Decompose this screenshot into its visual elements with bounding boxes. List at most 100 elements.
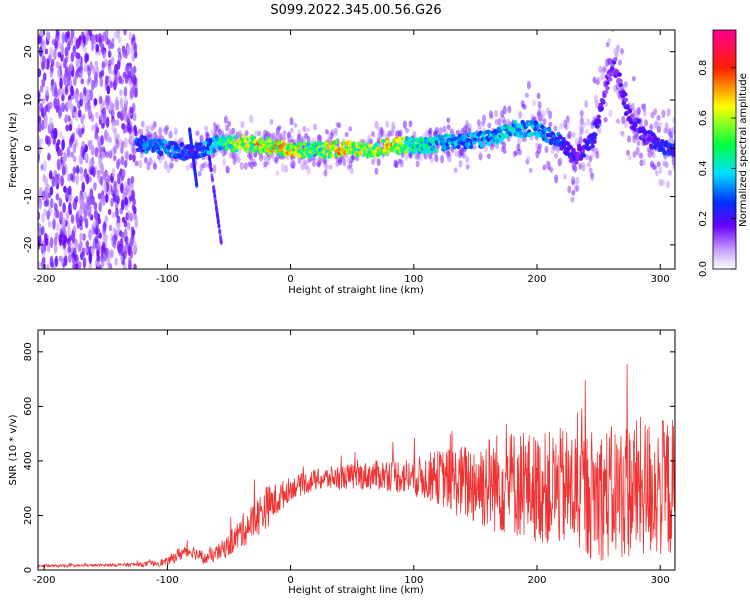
spectrogram-cell-764 (49, 70, 54, 78)
spectrogram-cell-2419 (381, 138, 386, 144)
spectrogram-cell-797 (101, 43, 105, 56)
spectrogram-cell-1311 (185, 164, 190, 172)
spectrogram-cell-44 (53, 48, 57, 61)
spectrogram-cell-371 (120, 199, 125, 211)
spectrogram-cell-1913 (195, 181, 199, 187)
spectrogram-cell-681 (53, 127, 57, 140)
spectrogram-cell-655 (124, 235, 129, 245)
spectrogram-cell-2268 (306, 142, 311, 147)
spectrogram-cell-391 (75, 52, 79, 59)
spectrogram-cell-1912 (219, 236, 223, 242)
spectrogram-cell-798 (38, 110, 41, 118)
spectrogram-cell-759 (85, 173, 90, 185)
spectrogram-cell-1289 (486, 153, 491, 160)
spectrogram-cell-386 (119, 98, 124, 109)
spectrogram-cell-407 (44, 237, 49, 246)
spectrogram-cell-871 (62, 58, 67, 69)
spectrogram-cell-816 (114, 257, 118, 266)
spectrogram-cell-886 (122, 245, 127, 252)
x-tick-label: 200 (527, 575, 546, 586)
spectrogram-cell-458 (122, 71, 127, 79)
spectrogram-cell-793 (43, 106, 47, 117)
spectrogram-cell-558 (102, 31, 106, 42)
spectrogram-cell-1886 (216, 213, 219, 219)
spectrogram-cell-555 (50, 58, 55, 67)
spectrogram-cell-453 (44, 196, 49, 208)
spectrogram-cell-1960 (153, 142, 158, 147)
spectrogram-cell-2542 (440, 134, 445, 140)
spectrogram-cell-1663 (150, 133, 155, 140)
spectrogram-cell-1780 (658, 166, 663, 175)
spectrogram-cell-1019 (495, 143, 499, 149)
spectrogram-cell-360 (98, 201, 102, 213)
spectrogram-cell-841 (87, 204, 92, 217)
spectrogram-cell-774 (101, 198, 106, 207)
spectrogram-cell-252 (54, 255, 59, 268)
spectrogram-cell-1693 (212, 121, 217, 127)
spectrogram-cell-1454 (610, 30, 615, 33)
spectrogram-cell-2826 (581, 153, 587, 158)
spectrogram-cell-624 (61, 94, 65, 102)
spectrogram-cell-1084 (571, 179, 576, 186)
spectrogram-cell-2353 (347, 140, 352, 145)
spectrogram-cell-1401 (293, 122, 298, 128)
spectrogram-cell-2554 (447, 133, 452, 139)
spectrogram-cell-1530 (605, 58, 610, 67)
spectrogram-cell-1617 (397, 130, 402, 138)
top-x-ticks: -200 -100 0 100 200 300 (33, 30, 670, 285)
spectrogram-cell-358 (55, 193, 60, 201)
spectrogram-cell-105 (38, 186, 43, 199)
spectrogram-cell-897 (54, 177, 59, 187)
y-tick-label: 800 (23, 342, 34, 361)
spectrogram-cell-1600 (415, 160, 420, 168)
spectrogram-cell-727 (100, 258, 105, 268)
spectrogram-cell-480 (117, 158, 121, 166)
spectrogram-cell-563 (84, 217, 89, 225)
spectrogram-cell-684 (51, 176, 56, 188)
spectrogram-cell-843 (104, 177, 109, 184)
spectrogram-cell-853 (38, 92, 41, 105)
spectrogram-cell-456 (80, 173, 84, 182)
spectrogram-cell-868 (108, 59, 112, 67)
spectrogram-cell-1754 (594, 100, 599, 109)
spectrogram-cell-1620 (225, 166, 230, 174)
spectrogram-cell-784 (98, 36, 103, 48)
spectrogram-cell-1898 (215, 207, 219, 213)
colorbar-tick-label: 0.0 (698, 261, 709, 277)
spectrogram-cell-792 (104, 75, 109, 86)
spectrogram-cell-2605 (471, 140, 477, 145)
spectrogram-cell-1717 (148, 124, 153, 130)
spectrogram-cell-1246 (204, 125, 209, 132)
spectrogram-cell-1757 (632, 150, 637, 158)
spectrogram-cell-1496 (524, 92, 529, 98)
spectrogram-cell-865 (92, 166, 96, 178)
spectrogram-cell-1418 (597, 127, 601, 134)
spectrogram-cell-596 (115, 138, 120, 149)
spectrogram-cell-875 (103, 182, 107, 194)
spectrogram-cell-866 (74, 70, 79, 79)
spectrogram-cell-1691 (608, 109, 613, 118)
spectrogram-cell-1635 (376, 125, 381, 132)
spectrogram-cell-1281 (600, 73, 605, 81)
spectrogram-cell-114 (79, 166, 84, 175)
spectrogram-cell-639 (84, 152, 88, 161)
spectrogram-cell-1603 (275, 126, 280, 136)
spectrogram-cell-471 (86, 89, 90, 101)
x-tick-label: 0 (287, 274, 293, 285)
spectrogram-cell-629 (130, 175, 135, 184)
spectrogram-cell-1651 (513, 150, 518, 157)
spectrogram-cell-1361 (661, 179, 665, 186)
spectrogram-cell-2157 (251, 135, 257, 140)
spectrogram-cell-1125 (446, 124, 451, 131)
spectrogram-cell-1897 (192, 160, 196, 166)
spectrogram-cell-1550 (487, 122, 492, 129)
spectrogram-cell-1702 (169, 162, 174, 169)
spectrogram-cell-2475 (409, 137, 414, 142)
spectrogram-cell-766 (41, 78, 46, 88)
spectrogram-cell-2293 (318, 141, 323, 147)
spectrogram-cell-825 (84, 246, 88, 255)
x-tick-label: 300 (651, 274, 670, 285)
spectrogram-cell-884 (109, 100, 113, 112)
spectrogram-cell-999 (532, 99, 536, 107)
spectrogram-cell-1615 (528, 167, 533, 173)
